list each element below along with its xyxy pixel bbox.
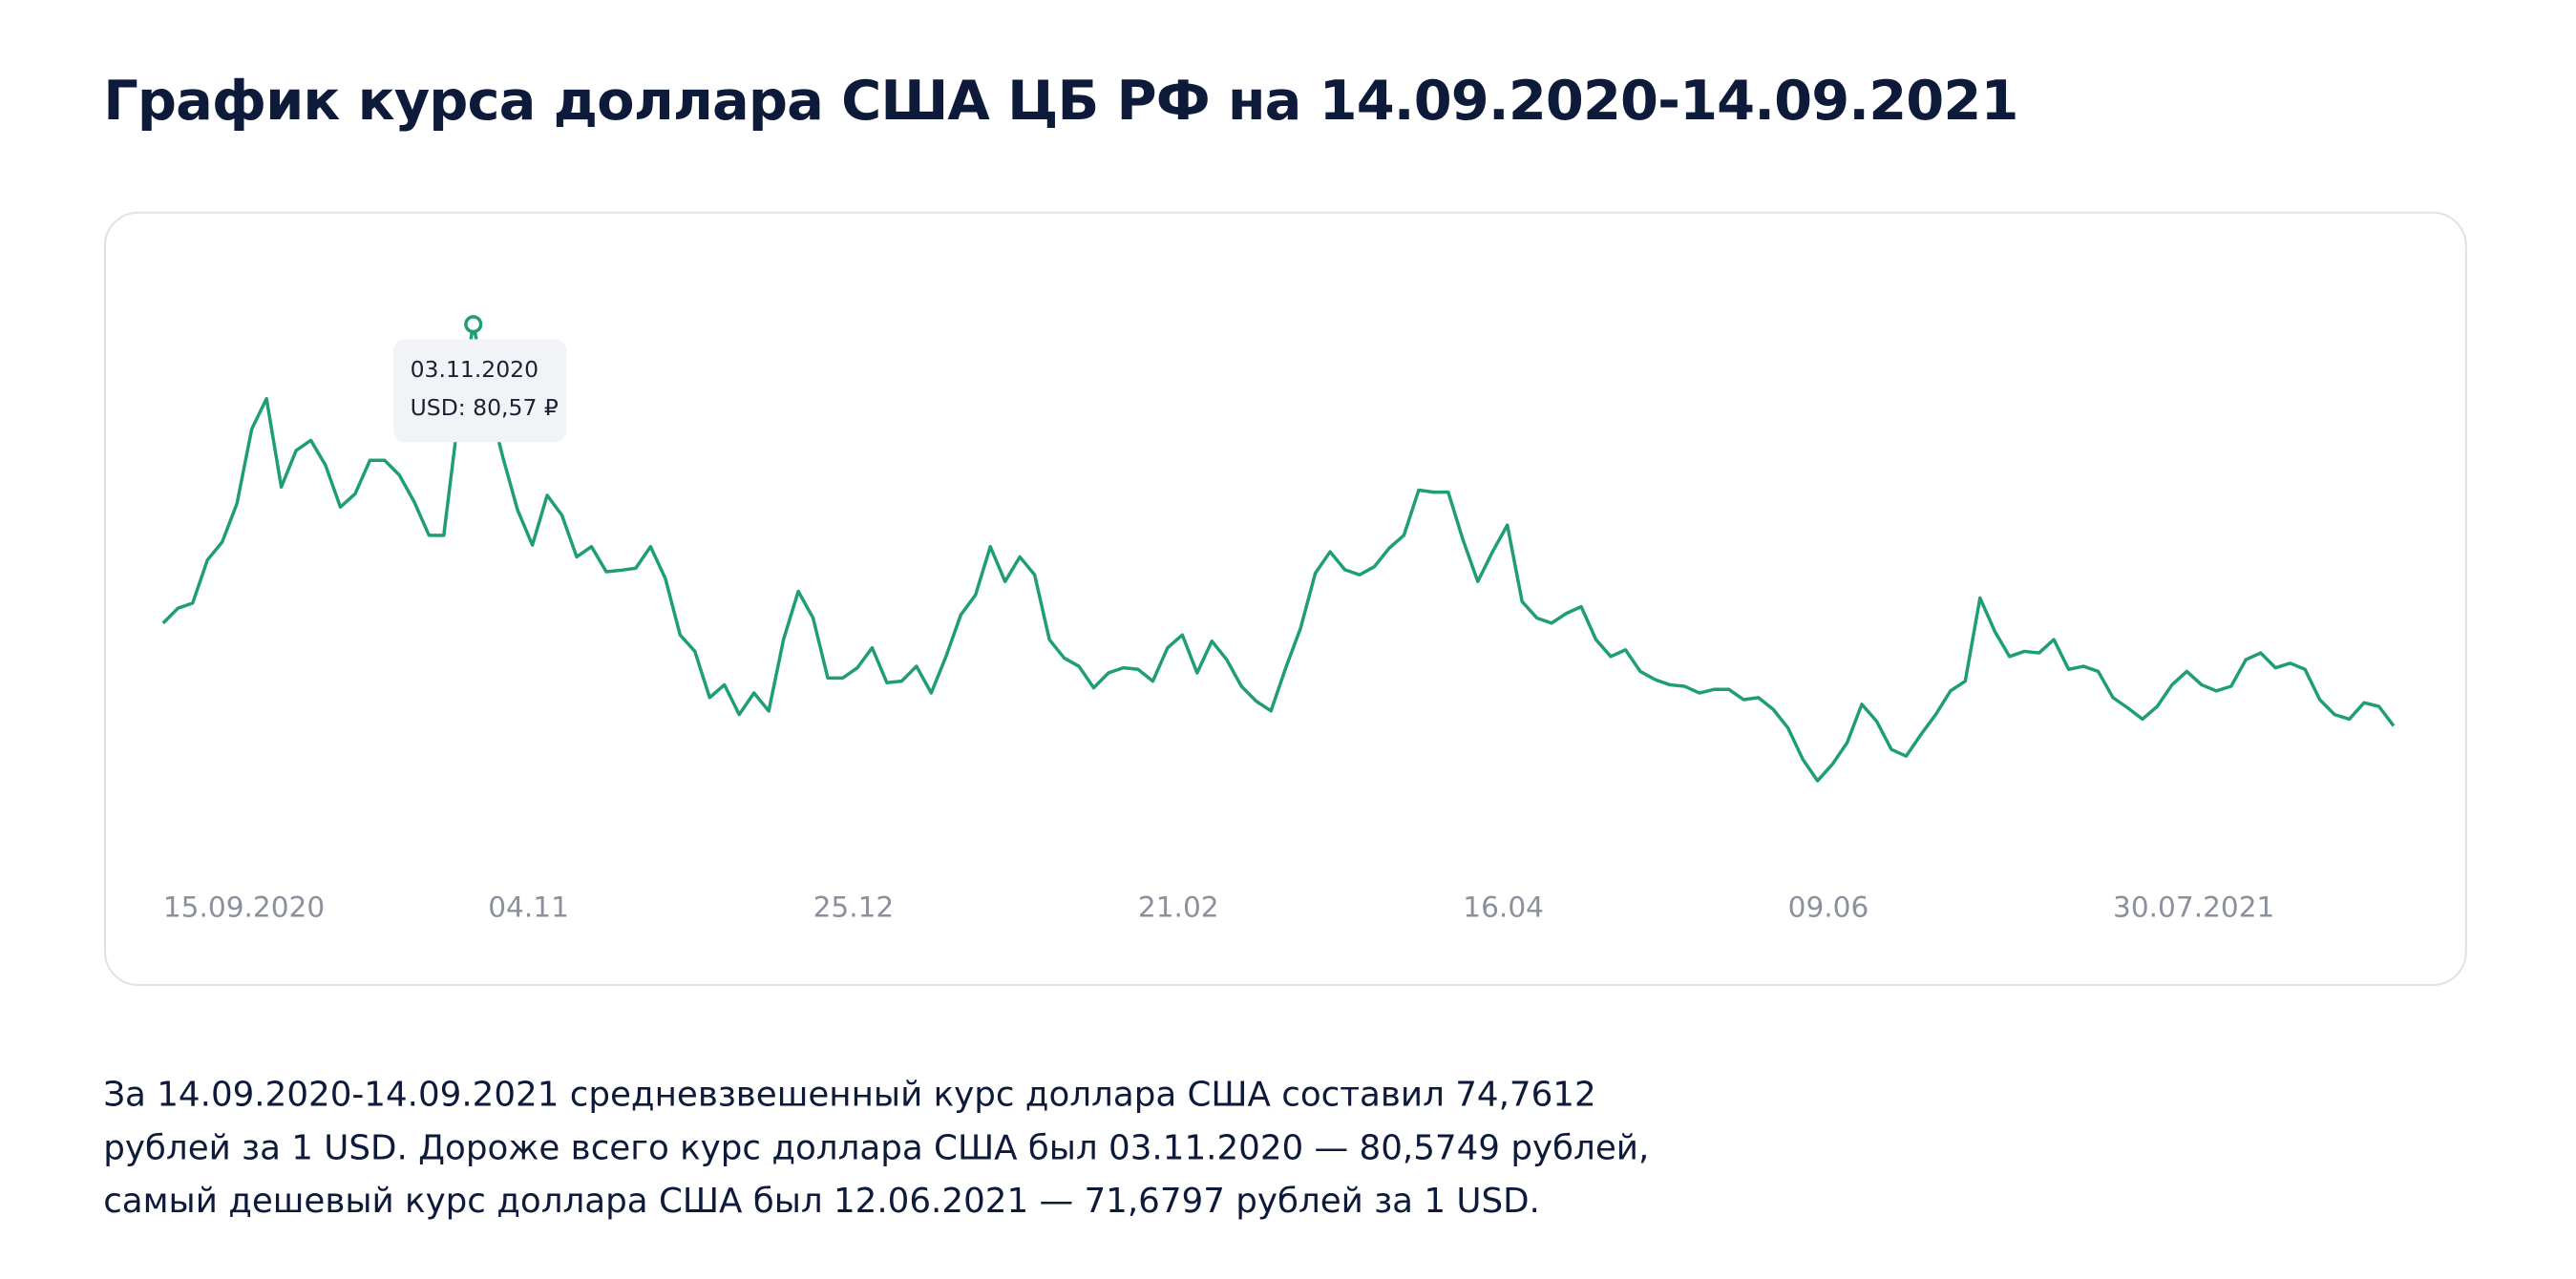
x-tick-label: 21.02 [1138, 891, 1219, 923]
x-tick-label: 15.09.2020 [163, 891, 325, 923]
chart-card [103, 211, 2467, 987]
data-line [161, 322, 2396, 783]
tooltip-box [393, 339, 567, 443]
x-tick-label: 09.06 [1788, 891, 1869, 923]
plot-area: 15.09.2020 04.11 25.12 21.02 16.04 09.06 30.07… [161, 322, 2396, 923]
x-tick-label: 25.12 [813, 891, 895, 923]
summary-line: рублей за 1 USD. Дороже всего курс долла… [103, 1128, 1649, 1167]
tooltip-value: USD: 80,57 ₽ [411, 394, 559, 421]
page-title: График курса доллара США ЦБ РФ на 14.09.… [103, 69, 2017, 133]
tooltip-date: 03.11.2020 [411, 356, 538, 383]
highlight-point [464, 315, 483, 334]
x-tick-label: 30.07.2021 [2113, 891, 2274, 923]
summary-line: самый дешевый курс доллара США был 12.06… [103, 1182, 1540, 1221]
summary-line: За 14.09.2020-14.09.2021 средневзвешенны… [103, 1076, 1595, 1115]
x-tick-label: 04.11 [488, 891, 569, 923]
tooltip: 03.11.2020 USD: 80,57 ₽ [393, 315, 567, 443]
x-tick-label: 16.04 [1463, 891, 1544, 923]
